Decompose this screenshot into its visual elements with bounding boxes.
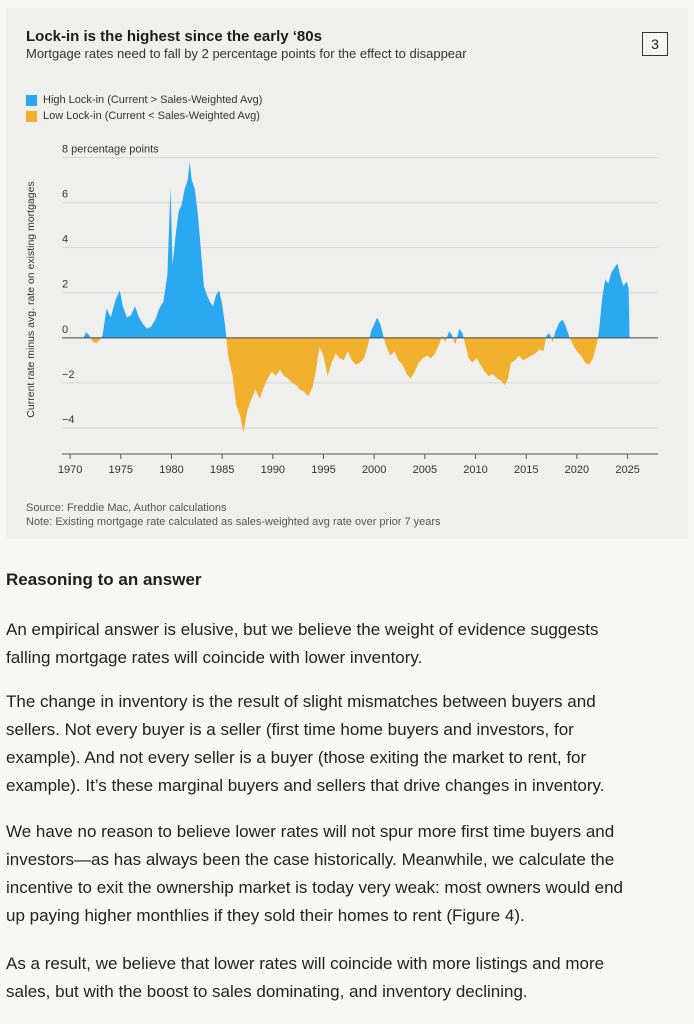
paragraph-line: The change in inventory is the result of… [6, 692, 596, 711]
chart-subtitle: Mortgage rates need to fall by 2 percent… [26, 46, 467, 61]
paragraph-line: sellers. Not every buyer is a seller (fi… [6, 720, 574, 739]
y-axis-label: Current rate minus avg. rate on existing… [25, 181, 37, 417]
paragraph-1: An empirical answer is elusive, but we b… [6, 616, 681, 672]
paragraph-line: up paying higher monthlies if they sold … [6, 906, 525, 925]
paragraph-line: example). And not every seller is a buye… [6, 748, 587, 767]
legend-label-high: High Lock-in (Current > Sales-Weighted A… [43, 94, 263, 106]
x-tick-label: 2015 [514, 464, 538, 476]
x-tick-label: 1995 [311, 464, 335, 476]
source-line: Source: Freddie Mac, Author calculations [26, 502, 227, 514]
chart-legend: High Lock-in (Current > Sales-Weighted A… [26, 92, 262, 124]
legend-swatch-high [26, 94, 37, 106]
x-tick-label: 1980 [159, 464, 183, 476]
x-tick-label: 2025 [615, 464, 639, 476]
y-tick-label: −4 [62, 414, 75, 426]
chart-title: Lock-in is the highest since the early ‘… [26, 28, 322, 45]
x-tick-label: 2000 [362, 464, 386, 476]
paragraph-line: investors—as has always been the case hi… [6, 850, 615, 869]
legend-label-low: Low Lock-in (Current < Sales-Weighted Av… [43, 110, 260, 122]
low-lock-in-area [90, 337, 598, 433]
legend-item-high: High Lock-in (Current > Sales-Weighted A… [26, 92, 262, 108]
chart-source: Source: Freddie Mac, Author calculations… [26, 501, 441, 529]
x-tick-label: 2005 [413, 464, 437, 476]
paragraph-4: As a result, we believe that lower rates… [6, 950, 681, 1006]
y-tick-label: 4 [62, 234, 68, 246]
y-tick-label: 8 percentage points [62, 144, 159, 156]
x-tick-label: 1985 [210, 464, 234, 476]
section-heading: Reasoning to an answer [6, 570, 202, 589]
y-tick-label: −2 [62, 369, 75, 381]
y-tick-label: 6 [62, 189, 68, 201]
x-tick-label: 2020 [565, 464, 589, 476]
high-lock-in-area [83, 162, 630, 338]
legend-item-low: Low Lock-in (Current < Sales-Weighted Av… [26, 108, 262, 124]
paragraph-line: We have no reason to believe lower rates… [6, 822, 615, 841]
paragraph-2: The change in inventory is the result of… [6, 688, 681, 800]
figure-number-badge: 3 [642, 32, 668, 56]
figure-card: Lock-in is the highest since the early ‘… [6, 8, 688, 539]
x-tick-label: 1970 [58, 464, 82, 476]
legend-swatch-low [26, 110, 37, 122]
paragraph-line: incentive to exit the ownership market i… [6, 878, 624, 897]
lock-in-area-chart: 8 percentage points 6 4 2 0 −2 −4 1970 1975 1980 1… [25, 144, 658, 476]
x-tick-label: 1990 [261, 464, 285, 476]
paragraph-line: sales, but with the boost to sales domin… [6, 982, 528, 1001]
x-tick-label: 2010 [463, 464, 487, 476]
paragraph-line: falling mortgage rates will coincide wit… [6, 648, 423, 667]
paragraph-line: An empirical answer is elusive, but we b… [6, 620, 599, 639]
note-line: Note: Existing mortgage rate calculated … [26, 516, 441, 528]
paragraph-line: example). It’s these marginal buyers and… [6, 776, 605, 795]
y-tick-label: 2 [62, 279, 68, 291]
x-tick-label: 1975 [109, 464, 133, 476]
paragraph-3: We have no reason to believe lower rates… [6, 818, 681, 930]
y-tick-label: 0 [62, 324, 68, 336]
paragraph-line: As a result, we believe that lower rates… [6, 954, 605, 973]
